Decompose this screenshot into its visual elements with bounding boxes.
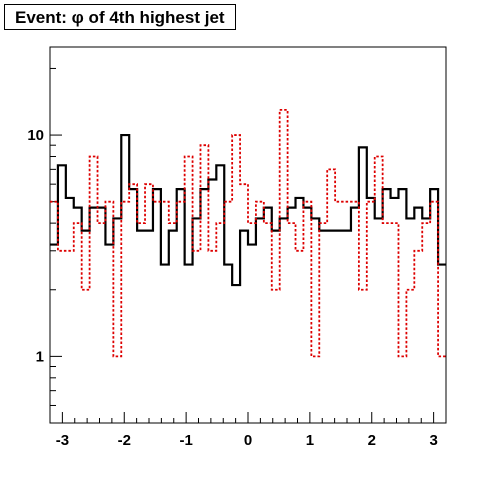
chart-title: Event: φ of 4th highest jet xyxy=(4,4,236,30)
x-tick-label: 3 xyxy=(429,432,437,449)
series-solid-histogram xyxy=(50,133,446,287)
series-dotted-histogram xyxy=(50,108,446,358)
x-tick-label: -2 xyxy=(118,432,131,449)
axis-ticks xyxy=(49,67,447,424)
y-tick-label: 10 xyxy=(27,127,44,144)
y-tick-label: 1 xyxy=(36,348,44,365)
series-layer xyxy=(50,108,446,358)
tick-labels: -3 -2 -1 0 1 2 3 1 10 xyxy=(27,127,437,449)
x-tick-label: 1 xyxy=(306,432,314,449)
x-tick-label: -1 xyxy=(179,432,192,449)
x-tick-label: 2 xyxy=(368,432,376,449)
x-tick-label: 0 xyxy=(244,432,252,449)
x-tick-label: -3 xyxy=(56,432,69,449)
